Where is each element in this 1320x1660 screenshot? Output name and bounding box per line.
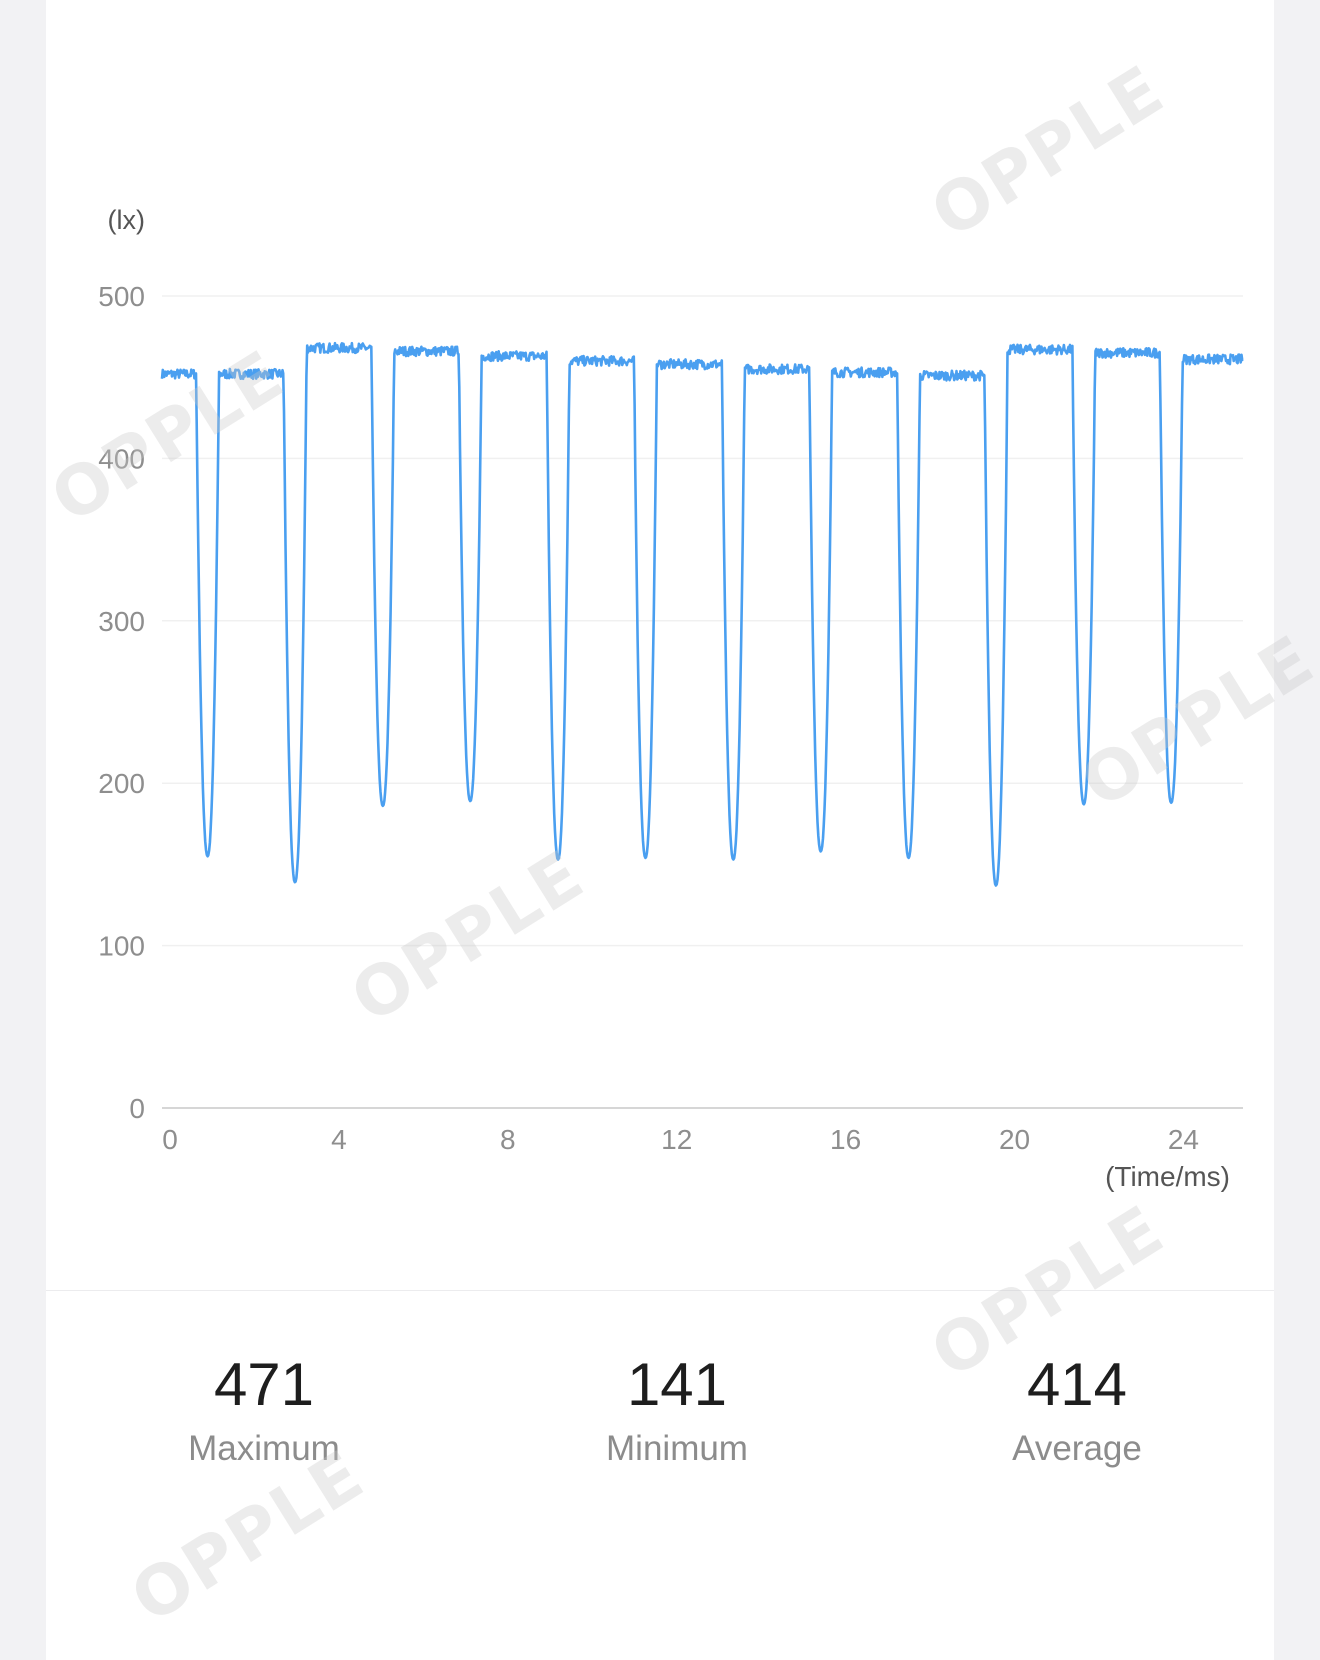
- stat-minimum: 141 Minimum: [527, 1350, 827, 1474]
- x-tick-label: 20: [999, 1124, 1030, 1155]
- y-axis-unit-label: (lx): [108, 205, 145, 235]
- stats-divider: [46, 1290, 1274, 1291]
- minimum-value: 141: [626, 1351, 728, 1418]
- y-tick-label: 200: [98, 768, 145, 799]
- stat-maximum: 471 Maximum: [114, 1350, 414, 1474]
- x-axis-unit-label: (Time/ms): [1105, 1161, 1230, 1192]
- y-tick-label: 100: [98, 931, 145, 962]
- x-tick-label: 8: [500, 1124, 516, 1155]
- minimum-label: Minimum: [606, 1429, 748, 1468]
- x-tick-label: 12: [661, 1124, 692, 1155]
- y-tick-label: 400: [98, 443, 145, 474]
- flicker-chart: (lx) (Time/ms) 0 100 200 300 400 500 0 4 8 12 16 20…: [98, 205, 1244, 1192]
- stat-average: 414 Average: [927, 1350, 1227, 1474]
- chart-card: [46, 0, 1274, 1660]
- x-tick-label: 16: [830, 1124, 861, 1155]
- average-value: 414: [1026, 1351, 1128, 1418]
- x-tick-label: 24: [1168, 1124, 1199, 1155]
- illuminance-series-line: [160, 341, 1244, 887]
- x-tick-label: 4: [331, 1124, 347, 1155]
- average-label: Average: [1012, 1429, 1142, 1468]
- card-top-edge: [46, 0, 1274, 20]
- maximum-value: 471: [213, 1351, 315, 1418]
- y-tick-label: 300: [98, 606, 145, 637]
- x-tick-label: 0: [162, 1124, 178, 1155]
- y-tick-label: 500: [98, 281, 145, 312]
- maximum-label: Maximum: [188, 1429, 340, 1468]
- y-tick-label: 0: [129, 1093, 145, 1124]
